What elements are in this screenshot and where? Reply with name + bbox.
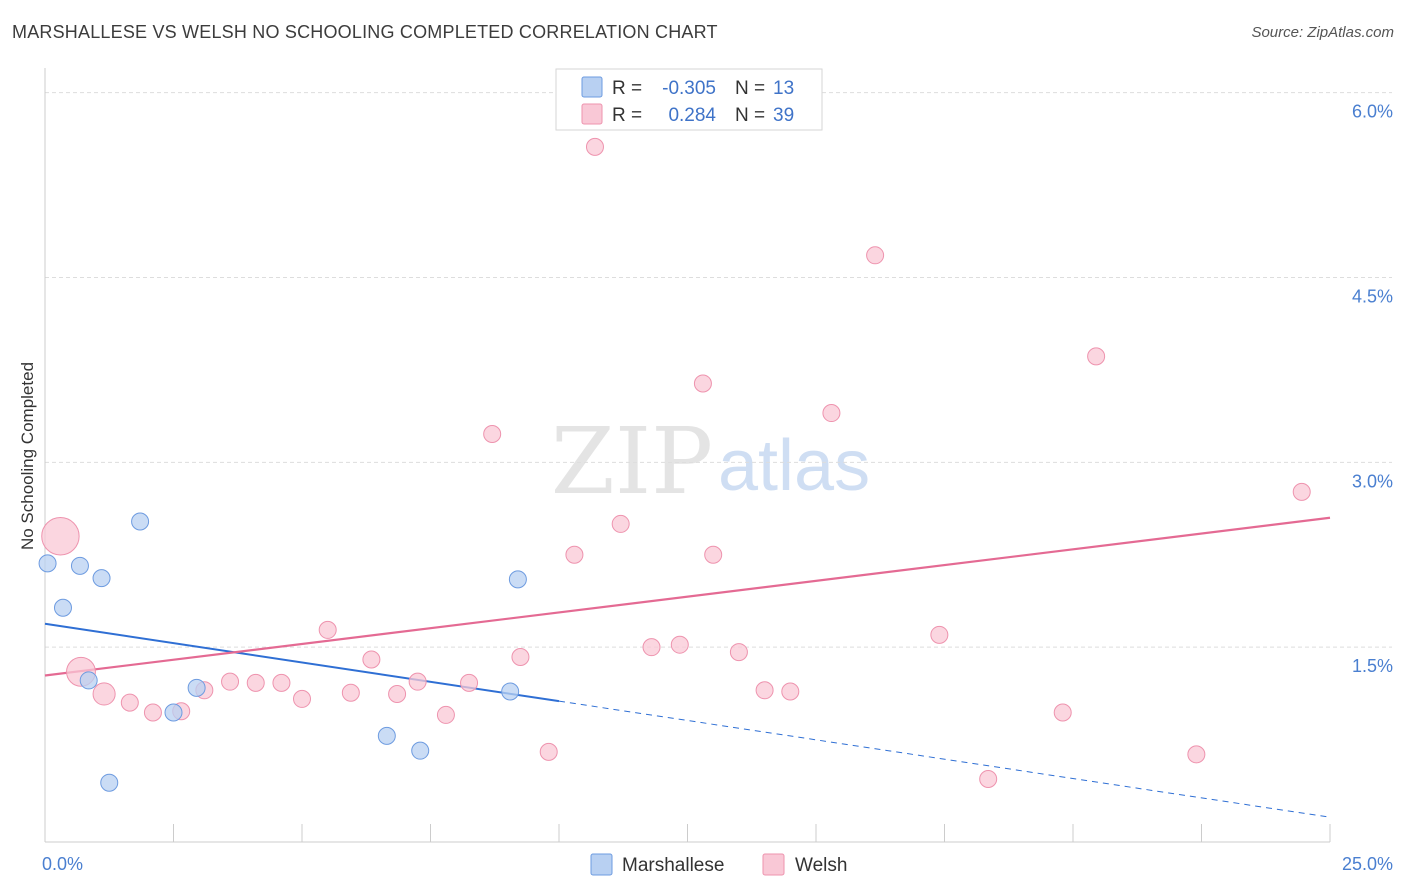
marshallese-point (38, 554, 57, 573)
welsh-point (704, 545, 723, 564)
welsh-point (92, 682, 116, 706)
marshallese-point (508, 570, 527, 589)
marshallese-point (100, 773, 119, 792)
y-tick-label: 6.0% (1352, 102, 1393, 122)
welsh-point (670, 635, 689, 654)
legend-swatch-marshallese (581, 76, 603, 98)
x-tick-label: 0.0% (42, 854, 83, 874)
y-tick-label: 1.5% (1352, 656, 1393, 676)
marshallese-point (411, 741, 430, 760)
welsh-point (341, 683, 360, 702)
welsh-point (979, 770, 998, 789)
welsh-point (143, 703, 162, 722)
trend-line-marshallese (44, 622, 560, 703)
marshallese-point (164, 703, 183, 722)
grid (45, 92, 1392, 648)
welsh-point (1292, 482, 1311, 501)
stats-legend: R = -0.305 N = 13 R = 0.284 N = 39 (555, 68, 823, 131)
legend-n-label-1: N = (735, 78, 765, 99)
legend-r-label-1: R = (612, 78, 642, 99)
welsh-point (483, 424, 502, 443)
legend-r-value-2: 0.284 (668, 105, 716, 126)
welsh-point (246, 673, 265, 692)
welsh-point (318, 620, 337, 639)
marshallese-point (501, 682, 520, 701)
welsh-point (930, 625, 949, 644)
welsh-point (1087, 347, 1106, 366)
welsh-point (866, 246, 885, 265)
welsh-point (408, 672, 427, 691)
legend-r-label-2: R = (612, 105, 642, 126)
welsh-point (511, 648, 530, 667)
welsh-point (611, 514, 630, 533)
legend-n-value-1: 13 (773, 78, 794, 99)
x-tick-label: 25.0% (1342, 854, 1393, 874)
trend-line-marshallese-extension (558, 700, 1331, 818)
marshallese-point (131, 512, 150, 531)
legend-n-value-2: 39 (773, 105, 794, 126)
marshallese-point (92, 569, 111, 588)
welsh-point (822, 404, 841, 423)
series-legend: Marshallese Welsh (590, 853, 847, 876)
welsh-point (693, 374, 712, 393)
marshallese-point (187, 678, 206, 697)
data-points (38, 137, 1311, 792)
welsh-point (293, 689, 311, 708)
watermark-zip: ZIP (551, 408, 713, 515)
bottom-legend-swatch-welsh (762, 853, 785, 876)
marshallese-point (377, 726, 396, 745)
y-tick-label: 3.0% (1352, 471, 1393, 491)
welsh-point (436, 705, 455, 724)
welsh-point (1053, 703, 1072, 722)
bottom-legend-label-marshallese: Marshallese (622, 855, 724, 876)
welsh-point (781, 682, 800, 701)
welsh-point (565, 545, 584, 564)
welsh-point (272, 673, 291, 692)
welsh-point (755, 681, 774, 700)
welsh-point (729, 643, 748, 662)
welsh-point (388, 684, 407, 703)
watermark-atlas: atlas (718, 426, 870, 506)
legend-n-label-2: N = (735, 105, 765, 126)
marshallese-point (70, 556, 89, 575)
bottom-legend-swatch-marshallese (590, 853, 613, 876)
trend-lines (44, 516, 1331, 818)
marshallese-point (79, 671, 98, 690)
legend-r-value-1: -0.305 (662, 78, 716, 99)
marshallese-point (53, 598, 72, 617)
legend-swatch-welsh (581, 103, 603, 125)
chart-source: Source: ZipAtlas.com (1251, 24, 1394, 41)
welsh-point (362, 650, 381, 669)
welsh-point (585, 137, 604, 156)
welsh-point (539, 742, 558, 761)
welsh-point (221, 672, 240, 691)
welsh-point (642, 638, 661, 657)
axes: 1.5% 3.0% 4.5% 6.0% 0.0% 25.0% (42, 68, 1393, 874)
welsh-point (41, 517, 80, 556)
welsh-point (1187, 745, 1206, 764)
y-tick-label: 4.5% (1352, 286, 1393, 306)
trend-line-welsh (44, 516, 1331, 677)
welsh-point (460, 673, 479, 692)
y-axis-label: No Schooling Completed (18, 362, 37, 550)
bottom-legend-label-welsh: Welsh (795, 855, 847, 876)
chart-title: MARSHALLESE VS WELSH NO SCHOOLING COMPLE… (12, 22, 718, 42)
welsh-point (120, 693, 139, 712)
